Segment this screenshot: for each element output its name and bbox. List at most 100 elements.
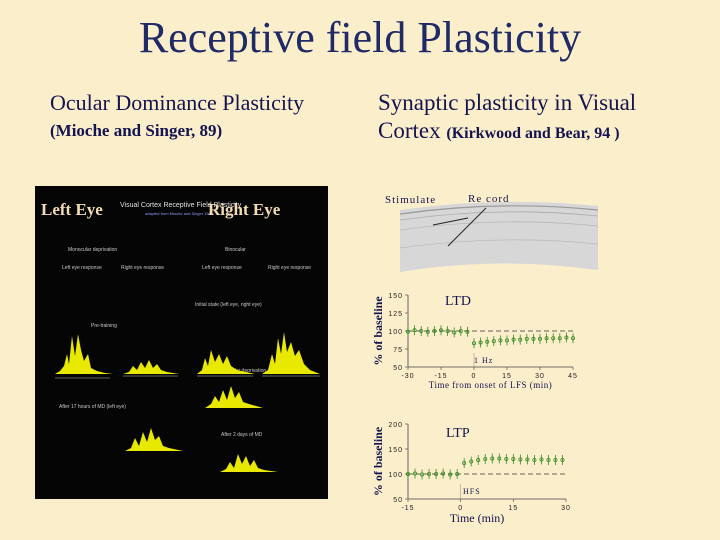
chart-1-ytick-label: 150 xyxy=(388,447,403,454)
chart-0-point xyxy=(458,329,463,334)
chart-0-ytick-label: 125 xyxy=(388,311,403,318)
ocular-dominance-figure: Visual Cortex Receptive Field Plasticity… xyxy=(35,186,328,499)
ltd-chart: % of baseline 150 125 100 75 50-30 -15 0 15 30 45 L… xyxy=(371,293,577,390)
histogram-2 xyxy=(123,360,179,377)
chart-0-point xyxy=(544,336,549,341)
chart-1-point xyxy=(490,456,495,461)
chart-1-point xyxy=(518,457,523,462)
chart-1-ytick-label: 200 xyxy=(388,422,403,429)
chart-0-ytick-label: 50 xyxy=(393,365,403,372)
chart-1-ylabel: % of baseline xyxy=(371,426,385,496)
left-eye-label: Left Eye xyxy=(41,200,103,219)
column-label-1: Monocular deprivation xyxy=(68,247,118,253)
chart-0-point xyxy=(511,337,516,342)
chart-0-ytick-label: 150 xyxy=(388,293,403,300)
chart-0-ytick-label: 75 xyxy=(393,347,403,354)
chart-1-point xyxy=(420,472,425,477)
column-label-2: Binocular xyxy=(225,247,246,253)
panel-header: Visual Cortex Receptive Field Plasticity xyxy=(120,202,242,209)
ocular-dominance-heading: Ocular Dominance Plasticity xyxy=(50,90,305,115)
chart-0-point xyxy=(531,336,536,341)
chart-1-xtick-label: 30 xyxy=(561,505,571,512)
panel-subheader: adapted from Mioche and Singer 1989 xyxy=(145,211,214,216)
chart-1-point xyxy=(455,472,460,477)
chart-0-xtick-label: 15 xyxy=(502,373,512,380)
chart-1-point xyxy=(434,472,439,477)
chart-0-point xyxy=(570,336,575,341)
row-label-2: Right eye response xyxy=(121,265,165,271)
chart-0-xtick-label: -15 xyxy=(434,373,447,380)
panel-note-4: After 17 hours of MD (left eye) xyxy=(59,404,126,410)
slide-title: Receptive field Plasticity xyxy=(138,13,582,62)
chart-1-point xyxy=(469,459,474,464)
panel-note-2: Pre-training xyxy=(91,323,117,329)
chart-1-xtick-label: 0 xyxy=(458,505,463,512)
chart-0-point xyxy=(564,335,569,340)
chart-1-point xyxy=(532,458,537,463)
chart-1-ytick-label: 50 xyxy=(393,497,403,504)
chart-0-point xyxy=(504,338,509,343)
chart-1-point xyxy=(553,458,558,463)
chart-1-ytick-label: 100 xyxy=(388,472,403,479)
chart-1-annotation: HFS xyxy=(463,487,481,496)
histogram-6 xyxy=(125,428,183,451)
chart-0-point xyxy=(518,337,523,342)
chart-0-ytick-label: 100 xyxy=(388,329,403,336)
chart-0-point xyxy=(537,336,542,341)
chart-0-point xyxy=(498,338,503,343)
synaptic-heading-cortex: Cortex xyxy=(378,118,441,143)
histogram-3 xyxy=(197,350,255,377)
histogram-4 xyxy=(262,332,320,377)
chart-0-point xyxy=(445,329,450,334)
chart-0-point xyxy=(491,339,496,344)
chart-1-point xyxy=(406,472,411,477)
stimulate-label: Stimulate xyxy=(385,194,437,206)
chart-0-point xyxy=(472,341,477,346)
histogram-5 xyxy=(205,386,263,408)
chart-1-point xyxy=(560,458,565,463)
histogram-7 xyxy=(220,454,278,472)
chart-1-point xyxy=(483,457,488,462)
chart-0-xtick-label: 0 xyxy=(472,373,477,380)
row-label-4: Right eye response xyxy=(268,265,312,271)
chart-0-point xyxy=(465,329,470,334)
chart-0-point xyxy=(524,336,529,341)
chart-1-point xyxy=(504,457,509,462)
chart-1-point xyxy=(497,456,502,461)
chart-1-xtick-label: 15 xyxy=(508,505,518,512)
chart-1-point xyxy=(441,471,446,476)
chart-1-point xyxy=(476,458,481,463)
ocular-dominance-citation: (Mioche and Singer, 89) xyxy=(50,121,223,140)
synaptic-heading-line1: Synaptic plasticity in Visual xyxy=(378,90,637,115)
chart-1-point xyxy=(427,472,432,477)
chart-1-point xyxy=(525,457,530,462)
chart-0-point xyxy=(439,328,444,333)
chart-1-point xyxy=(448,472,453,477)
chart-0-xtick-label: -30 xyxy=(401,373,414,380)
chart-0-point xyxy=(557,336,562,341)
chart-0-xtick-label: 30 xyxy=(535,373,545,380)
chart-1-point xyxy=(413,471,418,476)
right-eye-label: Right Eye xyxy=(208,200,281,219)
row-label-3: Left eye response xyxy=(202,265,242,271)
chart-0-point xyxy=(485,339,490,344)
histogram-1 xyxy=(55,334,113,379)
synaptic-citation: (Kirkwood and Bear, 94 ) xyxy=(446,125,620,142)
chart-0-annotation: 1 Hz xyxy=(474,356,493,365)
chart-1-xtick-label: -15 xyxy=(401,505,414,512)
chart-0-ylabel: % of baseline xyxy=(371,296,385,366)
panel-note-1: Initial state (left eye, right eye) xyxy=(195,302,262,308)
chart-1-title: LTP xyxy=(446,426,470,441)
chart-0-point xyxy=(432,329,437,334)
chart-0-point xyxy=(478,340,483,345)
panel-note-5: After 2 days of MD xyxy=(221,432,263,438)
chart-1-xlabel: Time (min) xyxy=(450,511,505,525)
chart-1-point xyxy=(539,457,544,462)
stimulating-electrode xyxy=(432,217,469,226)
chart-0-point xyxy=(452,330,457,335)
chart-0-point xyxy=(419,329,424,334)
chart-0-title: LTD xyxy=(445,294,471,309)
chart-0-point xyxy=(425,329,430,334)
chart-0-xlabel: Time from onset of LFS (min) xyxy=(429,380,552,390)
